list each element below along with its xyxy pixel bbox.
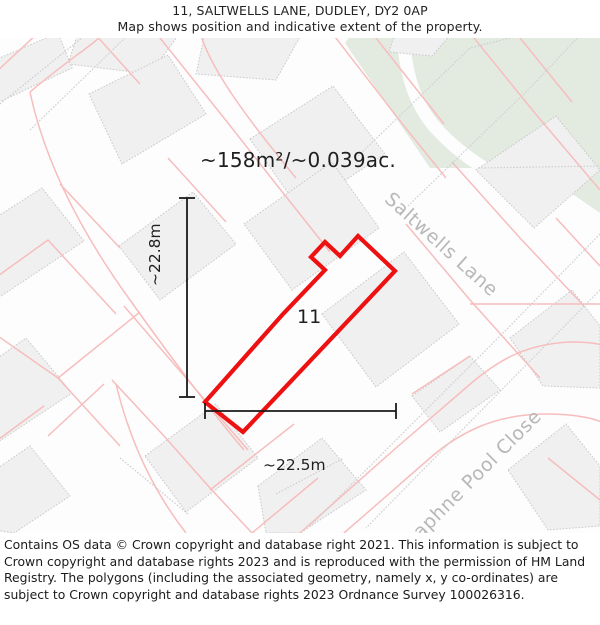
building-polygon bbox=[88, 54, 207, 165]
plot-number-label: 11 bbox=[297, 306, 322, 328]
map-header: 11, SALTWELLS LANE, DUDLEY, DY2 0AP Map … bbox=[0, 0, 600, 38]
parcel-boundaries bbox=[0, 38, 600, 533]
area-label: ~158m²/~0.039ac. bbox=[200, 148, 396, 172]
building-polygon bbox=[0, 38, 73, 103]
road-casings bbox=[0, 38, 600, 529]
building-polygon bbox=[321, 251, 460, 388]
building-polygon bbox=[257, 437, 367, 533]
building-polygon bbox=[411, 355, 501, 433]
building-polygon bbox=[509, 289, 600, 389]
building-polygon bbox=[0, 187, 85, 298]
building-polygon bbox=[118, 191, 237, 301]
building-polygon bbox=[243, 161, 380, 291]
vertical-dimension-label: ~22.8m bbox=[146, 223, 164, 286]
building-polygon bbox=[388, 38, 449, 57]
page-title: 11, SALTWELLS LANE, DUDLEY, DY2 0AP bbox=[172, 3, 428, 18]
building-polygons bbox=[0, 38, 600, 533]
building-polygon bbox=[0, 445, 71, 533]
map-canvas[interactable]: ~158m²/~0.039ac. 11 ~22.8m ~22.5m Saltwe… bbox=[0, 38, 600, 533]
horizontal-dimension-label: ~22.5m bbox=[263, 456, 326, 474]
page-subtitle: Map shows position and indicative extent… bbox=[117, 19, 483, 34]
building-polygon bbox=[249, 85, 386, 211]
building-polygon bbox=[195, 38, 300, 81]
copyright-notice: Contains OS data © Crown copyright and d… bbox=[0, 533, 600, 625]
building-polygon bbox=[144, 403, 259, 513]
building-polygon bbox=[507, 423, 600, 531]
property-outline[interactable] bbox=[201, 232, 398, 435]
dimension-bars bbox=[179, 197, 397, 419]
building-polygon bbox=[475, 115, 600, 229]
